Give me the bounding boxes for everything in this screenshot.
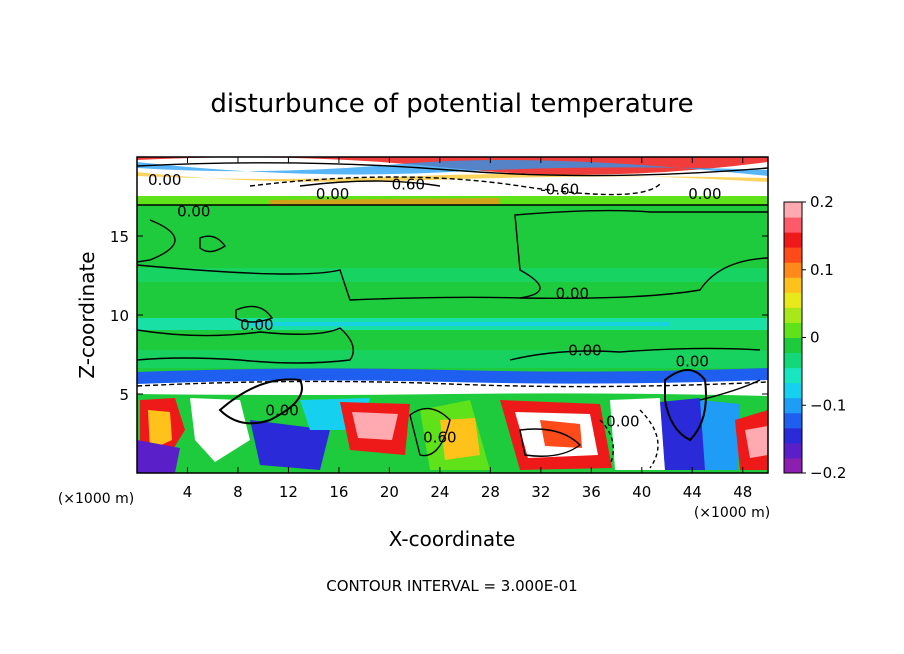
colorbar-tick-label: −0.1 bbox=[810, 396, 846, 414]
x-tick-label: 36 bbox=[582, 483, 601, 501]
contour-label: 0.00 bbox=[265, 402, 298, 420]
contour-labels: 0.00 0.00 0.60 -0.60 0.00 0.00 0.00 0.00 0.00 0.0… bbox=[148, 171, 722, 447]
contour-label: 0.60 bbox=[392, 176, 425, 194]
bl-patch-13 bbox=[610, 398, 665, 470]
contour-label: 0.00 bbox=[148, 171, 181, 189]
colorbar-segment bbox=[784, 457, 802, 474]
orange-streak bbox=[270, 198, 500, 206]
x-unit-label: (×1000 m) bbox=[694, 505, 770, 521]
x-tick-label: 8 bbox=[233, 483, 243, 501]
contour-blob-1 bbox=[199, 235, 226, 253]
colorbar-tick-label: 0.1 bbox=[810, 261, 834, 279]
inversion-white bbox=[137, 380, 768, 396]
colorbar-segment bbox=[784, 427, 802, 444]
x-tick-label: 20 bbox=[380, 483, 399, 501]
bl-patch-12 bbox=[540, 420, 582, 448]
top-blue-patch bbox=[137, 160, 768, 176]
x-axis-label: X-coordinate bbox=[389, 527, 516, 551]
colorbar-segment bbox=[784, 352, 802, 369]
bl-patch-15 bbox=[700, 400, 740, 470]
colorbar-tick-label: 0 bbox=[810, 329, 820, 347]
colorbar-segment bbox=[784, 322, 802, 338]
contour-positive-top bbox=[299, 180, 441, 187]
contour-label: -0.60 bbox=[540, 180, 579, 198]
contour-zero-lower-right bbox=[509, 347, 761, 361]
contour-left-upper bbox=[137, 219, 176, 263]
contour-bl-4 bbox=[639, 409, 659, 469]
contour-label: 0.00 bbox=[240, 316, 273, 334]
contour-label: 0.00 bbox=[556, 285, 589, 303]
contour-blob-2 bbox=[235, 305, 274, 323]
heatmap-field bbox=[137, 157, 768, 473]
top-yellow-patch bbox=[137, 172, 768, 182]
contour-label: 0.00 bbox=[177, 202, 210, 220]
bl-patch-7 bbox=[352, 412, 398, 440]
colorbar-ticks: 0.2 0.1 0 −0.1 −0.2 bbox=[802, 193, 846, 482]
x-tick-label: 32 bbox=[531, 483, 550, 501]
x-tick-label: 28 bbox=[481, 483, 500, 501]
bl-patch-4 bbox=[250, 420, 330, 470]
y-unit-label: (×1000 m) bbox=[58, 491, 134, 507]
colorbar-segment bbox=[784, 217, 802, 233]
bl-patch-17 bbox=[745, 426, 768, 458]
mid-band bbox=[137, 268, 768, 282]
colorbar-tick-label: 0.2 bbox=[810, 193, 834, 211]
y-axis-label: Z-coordinate bbox=[75, 251, 99, 378]
y-axis-ticks: 5 10 15 bbox=[110, 228, 768, 404]
bl-patch-18 bbox=[137, 440, 180, 473]
x-tick-label: 24 bbox=[430, 483, 449, 501]
contour-bl-2 bbox=[519, 428, 582, 457]
contour-label: 0.00 bbox=[316, 185, 349, 203]
x-tick-label: 12 bbox=[279, 483, 298, 501]
chart-title: disturbunce of potential temperature bbox=[210, 89, 693, 119]
colorbar-segment bbox=[784, 202, 802, 218]
contour-interval-note: CONTOUR INTERVAL = 3.000E-01 bbox=[326, 577, 577, 595]
contour-label: 0.00 bbox=[606, 413, 639, 431]
contour-label: 0.60 bbox=[423, 428, 456, 446]
contour-zero-main bbox=[137, 209, 768, 301]
contour-zero-right bbox=[519, 257, 768, 300]
x-tick-label: 40 bbox=[632, 483, 651, 501]
colorbar-segment bbox=[784, 307, 802, 323]
x-tick-label: 44 bbox=[683, 483, 702, 501]
contour-zero-lower-left bbox=[137, 327, 354, 364]
contour-dashed-inversion bbox=[137, 380, 768, 388]
colorbar-tick-label: −0.2 bbox=[810, 464, 846, 482]
x-tick-label: 48 bbox=[733, 483, 752, 501]
x-tick-label: 4 bbox=[183, 483, 193, 501]
colorbar-segment bbox=[784, 232, 802, 248]
y-tick-label: 15 bbox=[110, 228, 129, 246]
x-tick-label: 16 bbox=[329, 483, 348, 501]
colorbar-segment bbox=[784, 292, 802, 308]
contour-label: 0.00 bbox=[568, 342, 601, 360]
bl-patch-3 bbox=[190, 398, 250, 462]
colorbar-segment bbox=[784, 397, 802, 414]
contour-bl-1 bbox=[409, 407, 451, 457]
cyan-core bbox=[250, 322, 670, 326]
contour-label: 0.00 bbox=[676, 353, 709, 371]
colorbar bbox=[783, 201, 803, 474]
bl-patch-9 bbox=[440, 418, 480, 460]
colorbar-segment bbox=[784, 262, 802, 278]
colorbar-segment bbox=[784, 442, 802, 459]
y-tick-label: 5 bbox=[119, 386, 129, 404]
bl-patch-2 bbox=[148, 410, 172, 450]
colorbar-segment bbox=[784, 367, 802, 384]
contour-dashed-top bbox=[249, 176, 661, 196]
contour-bl-5 bbox=[699, 379, 761, 401]
bl-patch-14 bbox=[660, 398, 710, 470]
contour-plume-right bbox=[664, 369, 707, 442]
colorbar-segment bbox=[784, 247, 802, 263]
colorbar-segment bbox=[784, 412, 802, 429]
contour-plume-left bbox=[218, 378, 303, 425]
colorbar-segment bbox=[784, 382, 802, 399]
contour-bl-3 bbox=[599, 419, 614, 466]
colorbar-segment bbox=[784, 277, 802, 293]
x-axis-ticks: 4 8 12 16 20 24 28 32 36 40 44 48 bbox=[183, 157, 752, 501]
colorbar-segment bbox=[784, 337, 802, 354]
contour-label: 0.00 bbox=[688, 185, 721, 203]
y-tick-label: 10 bbox=[110, 307, 129, 325]
